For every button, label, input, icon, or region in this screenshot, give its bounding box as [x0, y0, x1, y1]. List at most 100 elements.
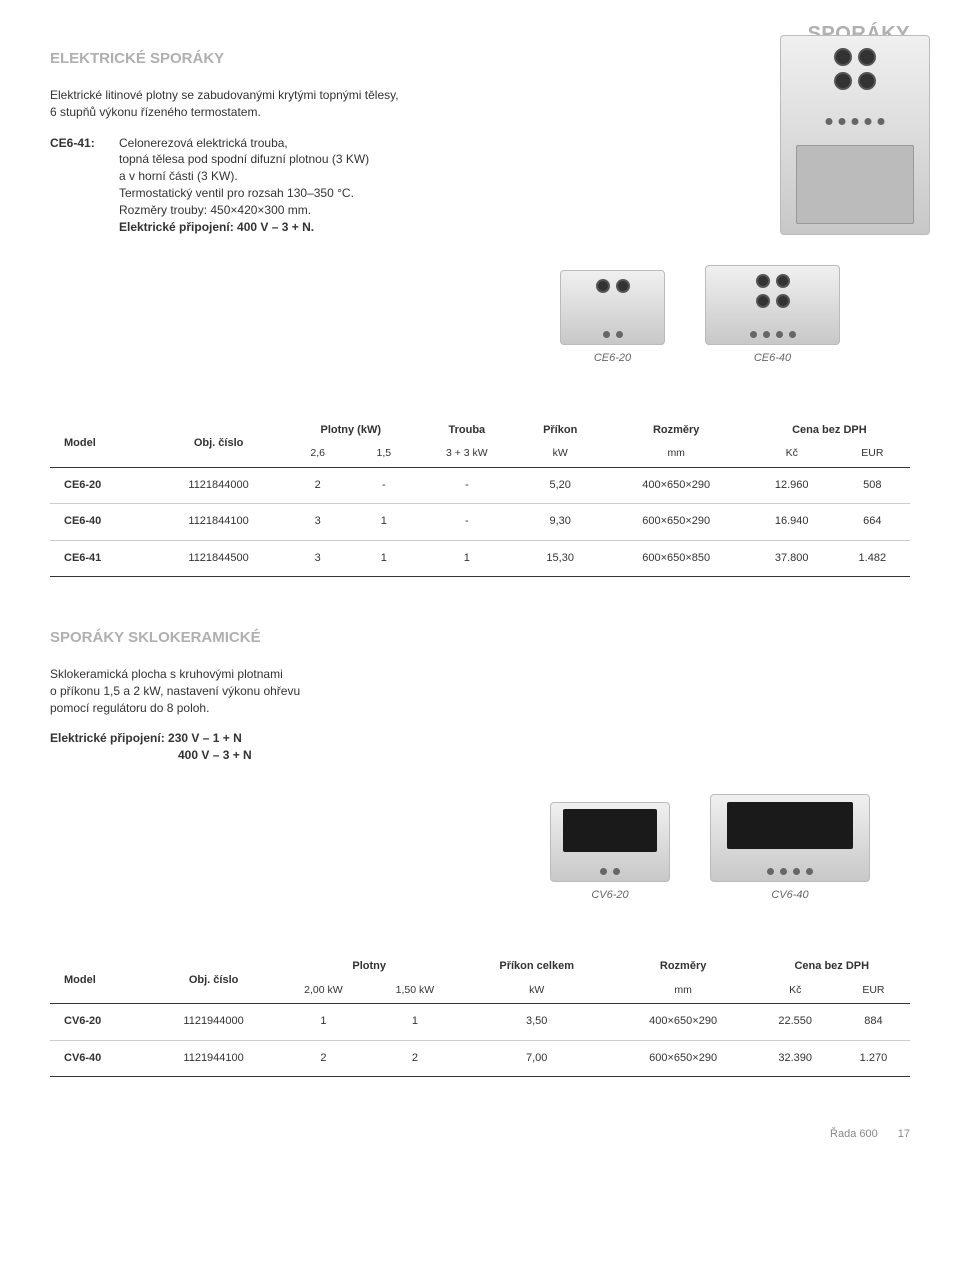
- th-rozmery: Rozměry: [604, 417, 749, 440]
- cell: 3: [285, 504, 351, 540]
- page-footer: Řada 600 17: [50, 1127, 910, 1142]
- cell: 37.800: [749, 540, 835, 576]
- th-model: Model: [50, 953, 150, 1004]
- cell: 3,50: [461, 1004, 613, 1040]
- cell: 1: [278, 1004, 369, 1040]
- th-sub: Kč: [754, 977, 837, 1004]
- footer-series: Řada 600: [830, 1127, 878, 1142]
- cell: 22.550: [754, 1004, 837, 1040]
- cell-obj: 1121844100: [153, 504, 285, 540]
- cell: -: [417, 504, 517, 540]
- cell: 664: [835, 504, 910, 540]
- cell: 1: [417, 540, 517, 576]
- cell: 1.270: [837, 1040, 910, 1076]
- th-sub: 3 + 3 kW: [417, 440, 517, 467]
- product-image: [705, 265, 840, 345]
- th-sub: 1,5: [351, 440, 417, 467]
- cell: 9,30: [517, 504, 604, 540]
- product-caption: CE6-40: [705, 351, 840, 366]
- th-plotny: Plotny (kW): [285, 417, 417, 440]
- th-sub: 2,6: [285, 440, 351, 467]
- th-obj: Obj. číslo: [153, 417, 285, 468]
- product-image: [560, 270, 665, 345]
- cell: 400×650×290: [604, 467, 749, 503]
- spec-line: Elektrické připojení: 230 V – 1 + N: [50, 731, 242, 745]
- cell: 15,30: [517, 540, 604, 576]
- cell-obj: 1121944100: [150, 1040, 278, 1076]
- cell: 2: [369, 1040, 460, 1076]
- cell: 2: [278, 1040, 369, 1076]
- cell: -: [351, 467, 417, 503]
- th-sub: kW: [461, 977, 613, 1004]
- th-sub: 1,50 kW: [369, 977, 460, 1004]
- spec-bold2: Elektrické připojení: 230 V – 1 + N 400 …: [50, 730, 910, 764]
- cell: 12.960: [749, 467, 835, 503]
- cell: 600×650×290: [604, 504, 749, 540]
- table-section2: Model Obj. číslo Plotny Příkon celkem Ro…: [50, 953, 910, 1077]
- th-prikon: Příkon: [517, 417, 604, 440]
- cell: 400×650×290: [613, 1004, 754, 1040]
- product-image: [710, 794, 870, 882]
- spec-bold: Elektrické připojení: 400 V – 3 + N.: [119, 220, 314, 234]
- product-image: [780, 35, 930, 235]
- section2-title: SPORÁKY SKLOKERAMICKÉ: [50, 627, 910, 648]
- th-model: Model: [50, 417, 153, 468]
- cell-model: CE6-40: [50, 504, 153, 540]
- cell: 600×650×290: [613, 1040, 754, 1076]
- cell: 1.482: [835, 540, 910, 576]
- cell: 7,00: [461, 1040, 613, 1076]
- cell-obj: 1121844000: [153, 467, 285, 503]
- table-row: CV6-401121944100227,00600×650×29032.3901…: [50, 1040, 910, 1076]
- th-cena: Cena bez DPH: [754, 953, 910, 976]
- section1-intro: Elektrické litinové plotny se zabudovaný…: [50, 87, 470, 121]
- cell: 1: [351, 504, 417, 540]
- spec-line: Rozměry trouby: 450×420×300 mm.: [119, 203, 311, 217]
- cell-model: CV6-20: [50, 1004, 150, 1040]
- product-caption: CV6-40: [710, 888, 870, 903]
- spec-line: topná tělesa pod spodní difuzní plotnou …: [119, 152, 369, 166]
- th-sub: kW: [517, 440, 604, 467]
- cell-obj: 1121844500: [153, 540, 285, 576]
- cell: 600×650×850: [604, 540, 749, 576]
- th-cena: Cena bez DPH: [749, 417, 910, 440]
- footer-page: 17: [898, 1127, 910, 1142]
- th-sub: EUR: [837, 977, 910, 1004]
- section2-intro: Sklokeramická plocha s kruhovými plotnam…: [50, 666, 470, 716]
- spec-line: 400 V – 3 + N: [50, 748, 252, 762]
- cell-model: CV6-40: [50, 1040, 150, 1076]
- product-caption: CE6-20: [560, 351, 665, 366]
- th-sub: EUR: [835, 440, 910, 467]
- cell: 3: [285, 540, 351, 576]
- th-prikon: Příkon celkem: [461, 953, 613, 976]
- cell-obj: 1121944000: [150, 1004, 278, 1040]
- table-row: CE6-2011218440002--5,20400×650×29012.960…: [50, 467, 910, 503]
- table-row: CV6-201121944000113,50400×650×29022.5508…: [50, 1004, 910, 1040]
- cell-model: CE6-41: [50, 540, 153, 576]
- table-section1: Model Obj. číslo Plotny (kW) Trouba Přík…: [50, 417, 910, 577]
- spec-line: Termostatický ventil pro rozsah 130–350 …: [119, 186, 354, 200]
- cell: 2: [285, 467, 351, 503]
- cell: 508: [835, 467, 910, 503]
- th-plotny: Plotny: [278, 953, 461, 976]
- spec-text: Celonerezová elektrická trouba, topná tě…: [119, 135, 369, 236]
- cell: 1: [351, 540, 417, 576]
- th-obj: Obj. číslo: [150, 953, 278, 1004]
- product-image: [550, 802, 670, 882]
- th-sub: 2,00 kW: [278, 977, 369, 1004]
- product-row-2: CV6-20 CV6-40: [50, 794, 910, 903]
- cell: 1: [369, 1004, 460, 1040]
- spec-line: Celonerezová elektrická trouba,: [119, 136, 288, 150]
- th-sub: Kč: [749, 440, 835, 467]
- th-trouba: Trouba: [417, 417, 517, 440]
- th-sub: mm: [604, 440, 749, 467]
- table-row: CE6-41112184450031115,30600×650×85037.80…: [50, 540, 910, 576]
- th-sub: mm: [613, 977, 754, 1004]
- cell: 32.390: [754, 1040, 837, 1076]
- th-rozmery: Rozměry: [613, 953, 754, 976]
- cell: 5,20: [517, 467, 604, 503]
- product-row-1: CE6-41 CE6-20 CE6-40: [50, 265, 910, 366]
- cell: -: [417, 467, 517, 503]
- cell: 16.940: [749, 504, 835, 540]
- spec-line: a v horní části (3 KW).: [119, 169, 238, 183]
- table-row: CE6-40112184410031-9,30600×650×29016.940…: [50, 504, 910, 540]
